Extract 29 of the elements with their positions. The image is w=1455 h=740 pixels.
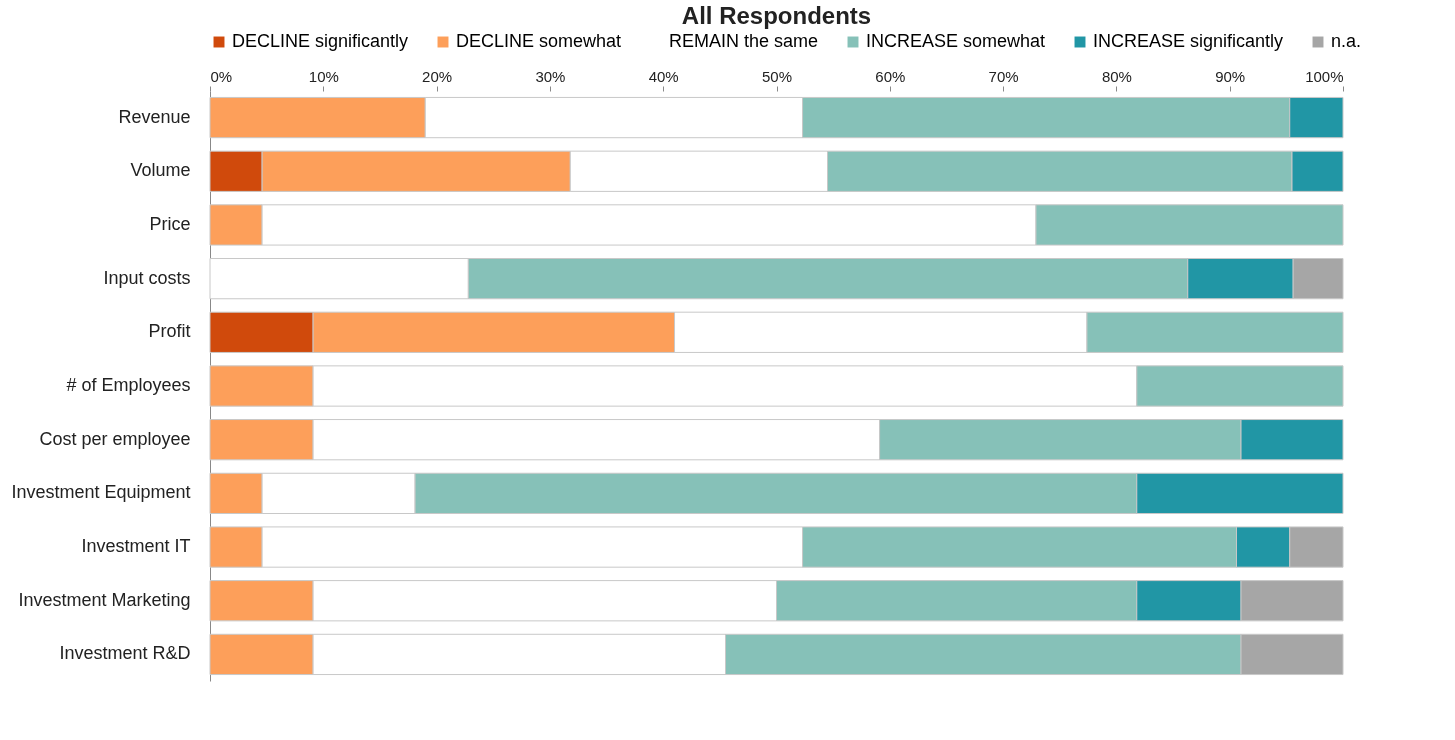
text: REMAIN the same: [669, 31, 819, 51]
y-tick-label: Profit: [148, 321, 191, 342]
y-tick-label: Investment R&D: [59, 643, 191, 664]
y-tick-label: Price: [149, 213, 191, 234]
y-tick-label: Investment Marketing: [18, 589, 191, 610]
legend-label: DECLINE somewhat: [456, 31, 622, 51]
legend-label: INCREASE somewhat: [866, 31, 1046, 51]
x-tick-label: 90%: [1215, 67, 1246, 85]
x-tick-label: 30%: [535, 67, 566, 85]
x-tick-label: 80%: [1101, 67, 1132, 85]
x-tick-label: 20%: [422, 67, 453, 85]
y-tick-label: # of Employees: [66, 375, 191, 395]
x-tick-label: 60%: [875, 67, 906, 85]
legend-label: n.a.: [1331, 31, 1362, 51]
y-tick-label: Investment Equipment: [11, 482, 191, 503]
x-tick-label: 70%: [988, 67, 1019, 85]
x-tick-label: 50%: [761, 67, 793, 85]
chart-title: All Respondents: [681, 2, 872, 29]
y-tick-label: Volume: [130, 160, 191, 181]
x-tick-label: 0%: [210, 67, 233, 85]
legend-label: DECLINE significantly: [232, 31, 409, 51]
legend-label: INCREASE significantly: [1093, 31, 1284, 51]
y-tick-label: Revenue: [118, 106, 191, 127]
x-tick-label: 100%: [1305, 67, 1344, 85]
y-tick-label: Investment IT: [81, 536, 191, 557]
y-tick-label: Cost per employee: [39, 428, 191, 449]
x-tick-label: 10%: [308, 67, 339, 85]
x-tick-label: 40%: [648, 67, 679, 85]
y-tick-label: Input costs: [103, 267, 191, 288]
